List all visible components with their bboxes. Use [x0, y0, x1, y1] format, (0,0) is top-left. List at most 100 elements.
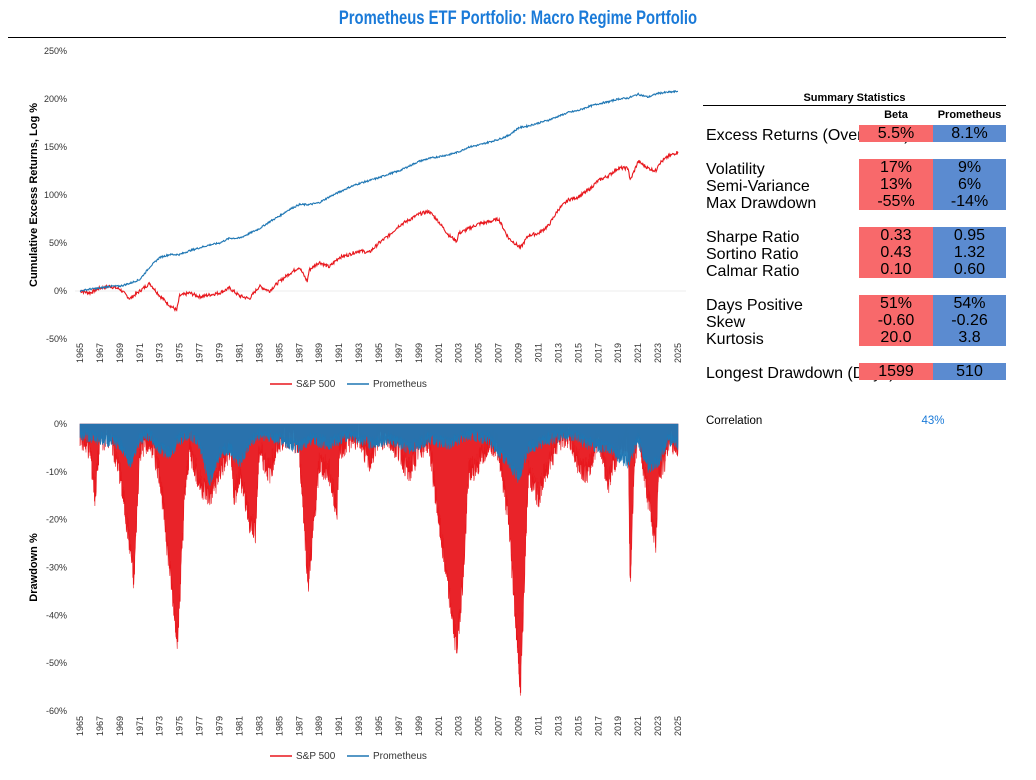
x-tick-label: 2023 [653, 716, 663, 736]
series-area-sp500 [79, 423, 679, 696]
stats-row: Excess Returns (Over Cash) 5.5% 8.1% [703, 125, 1006, 144]
stats-row-label: Kurtosis [706, 331, 764, 348]
stats-row: Longest Drawdown (Days) 1599 510 [703, 363, 1006, 382]
y-axis-label: Drawdown % [28, 533, 40, 602]
stats-prometheus-value: 3.8 [933, 329, 1006, 346]
drawdown-chart: -60% -50% -40% -30% -20% -10% 0% Drawdown % 1965… [28, 419, 683, 762]
x-tick-label: 1979 [215, 716, 225, 736]
stats-prometheus-value: 0.60 [933, 261, 1006, 278]
legend-label: S&P 500 [296, 379, 336, 390]
title-divider [8, 37, 1006, 38]
x-tick-label: 2005 [474, 716, 484, 736]
correlation-label: Correlation [706, 415, 763, 427]
stats-row-label: Excess Returns (Over Cash) [706, 127, 910, 144]
legend-label: Prometheus [373, 751, 427, 762]
x-tick-label: 2023 [653, 343, 663, 363]
x-tick-label: 1987 [294, 343, 304, 363]
stats-beta-value: -55% [859, 193, 933, 210]
x-tick-label: 1983 [254, 343, 264, 363]
stats-header-rule [703, 105, 1006, 106]
x-tick-label: 2019 [613, 343, 623, 363]
x-tick-label: 1969 [115, 343, 125, 363]
x-tick-label: 1975 [175, 716, 185, 736]
x-tick-label: 1997 [394, 343, 404, 363]
x-tick-label: 2009 [514, 343, 524, 363]
x-tick-label: 1967 [95, 716, 105, 736]
y-tick-label: 250% [44, 46, 67, 56]
y-tick-label: -30% [46, 563, 67, 573]
stats-beta-value: 0.10 [859, 261, 933, 278]
x-tick-label: 1971 [135, 343, 145, 363]
y-tick-label: -60% [46, 706, 67, 716]
y-tick-label: -50% [46, 658, 67, 668]
series-line-prometheus [79, 89, 679, 293]
x-tick-label: 1993 [354, 343, 364, 363]
y-tick-label: -50% [46, 334, 67, 344]
y-tick-label: -20% [46, 515, 67, 525]
correlation-value: 43% [921, 415, 945, 427]
x-tick-label: 1995 [374, 343, 384, 363]
x-tick-label: 2011 [533, 343, 543, 362]
stats-row-label: Sortino Ratio [706, 246, 799, 263]
x-tick-label: 1983 [254, 716, 264, 736]
x-tick-label: 1975 [175, 343, 185, 363]
stats-prometheus-value: 1.32 [933, 244, 1006, 261]
stats-row-label: Calmar Ratio [706, 263, 800, 280]
x-tick-label: 1967 [95, 343, 105, 363]
stats-row: Volatility 17% 9% [703, 159, 1006, 178]
x-tick-label: 1991 [334, 343, 344, 363]
stats-row: Max Drawdown -55% -14% [703, 193, 1006, 212]
x-tick-label: 1995 [374, 716, 384, 736]
x-tick-label: 1989 [314, 716, 324, 736]
x-tick-label: 1985 [274, 716, 284, 736]
page-title: Prometheus ETF Portfolio: Macro Regime P… [338, 8, 698, 29]
y-tick-label: 0% [54, 419, 67, 429]
stats-row: Sharpe Ratio 0.33 0.95 [703, 227, 1006, 246]
stats-prometheus-value: 0.95 [933, 227, 1006, 244]
stats-row: Sortino Ratio 0.43 1.32 [703, 244, 1006, 263]
y-tick-label: -40% [46, 610, 67, 620]
x-tick-label: 1973 [155, 716, 165, 736]
x-tick-label: 2015 [573, 716, 583, 736]
y-axis-label: Cumulative Excess Returns, Log % [28, 103, 40, 287]
x-tick-label: 2017 [593, 343, 603, 363]
stats-row: Calmar Ratio 0.10 0.60 [703, 261, 1006, 280]
x-tick-label: 2007 [494, 716, 504, 736]
stats-beta-value: 51% [859, 295, 933, 312]
x-tick-label: 2005 [474, 343, 484, 363]
y-tick-label: 200% [44, 94, 67, 104]
stats-prometheus-value: -14% [933, 193, 1006, 210]
stats-row: Semi-Variance 13% 6% [703, 176, 1006, 195]
x-tick-label: 1965 [75, 343, 85, 363]
stats-col-prometheus: Prometheus [937, 109, 1002, 121]
stats-beta-value: 1599 [859, 363, 933, 380]
stats-prometheus-value: -0.26 [933, 312, 1006, 329]
stats-row-label: Sharpe Ratio [706, 229, 800, 246]
x-tick-label: 2019 [613, 716, 623, 736]
stats-col-beta: Beta [884, 109, 908, 121]
x-tick-label: 2021 [633, 343, 643, 363]
y-tick-label: -10% [46, 467, 67, 477]
x-tick-label: 1999 [414, 716, 424, 736]
x-tick-label: 2013 [553, 343, 563, 363]
y-tick-label: 100% [44, 190, 67, 200]
x-tick-label: 1999 [414, 343, 424, 363]
stats-row-label: Max Drawdown [706, 195, 817, 212]
stats-prometheus-value: 6% [933, 176, 1006, 193]
x-tick-label: 1997 [394, 716, 404, 736]
x-tick-label: 1987 [294, 716, 304, 736]
x-tick-label: 2021 [633, 716, 643, 736]
cumulative-returns-chart: -50% 0% 50% 100% 150% 200% 250% Cumulative Exce… [28, 46, 686, 390]
stats-beta-value: 5.5% [859, 125, 933, 142]
stats-row-label: Longest Drawdown (Days) [706, 365, 895, 382]
stats-prometheus-value: 8.1% [933, 125, 1006, 142]
x-tick-label: 1977 [195, 716, 205, 736]
stats-beta-value: -0.60 [859, 312, 933, 329]
x-tick-label: 2001 [434, 716, 444, 736]
stats-beta-value: 0.33 [859, 227, 933, 244]
stats-row: Days Positive 51% 54% [703, 295, 1006, 314]
x-tick-label: 2017 [593, 716, 603, 736]
x-tick-label: 1969 [115, 716, 125, 736]
stats-row-label: Skew [706, 314, 746, 331]
stats-prometheus-value: 54% [933, 295, 1006, 312]
